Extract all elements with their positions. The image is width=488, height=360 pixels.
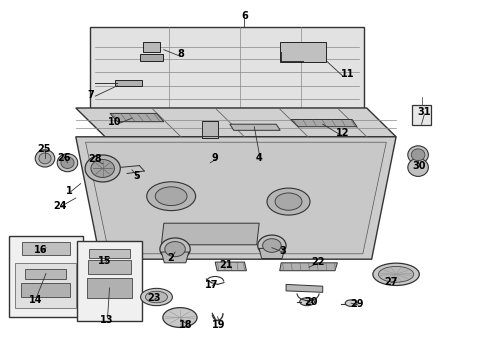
Ellipse shape <box>160 238 190 260</box>
Polygon shape <box>161 252 188 263</box>
Polygon shape <box>77 241 142 321</box>
Polygon shape <box>229 124 280 130</box>
Ellipse shape <box>141 288 172 306</box>
Text: 7: 7 <box>87 90 94 100</box>
Polygon shape <box>285 284 322 292</box>
Text: 11: 11 <box>340 69 353 79</box>
Text: 5: 5 <box>133 171 140 181</box>
Ellipse shape <box>410 149 424 161</box>
Polygon shape <box>161 223 259 245</box>
Polygon shape <box>15 263 76 308</box>
Ellipse shape <box>85 155 120 182</box>
Polygon shape <box>90 27 364 108</box>
Ellipse shape <box>61 157 74 168</box>
Text: 22: 22 <box>310 257 324 267</box>
Text: 6: 6 <box>241 11 247 21</box>
Polygon shape <box>215 262 246 271</box>
Bar <box>114 80 142 86</box>
Bar <box>89 249 130 258</box>
Bar <box>87 278 132 298</box>
Text: 25: 25 <box>37 144 51 154</box>
Ellipse shape <box>57 154 78 172</box>
Polygon shape <box>76 108 395 137</box>
Ellipse shape <box>164 242 185 257</box>
Text: 20: 20 <box>303 297 317 307</box>
Bar <box>202 121 218 138</box>
Ellipse shape <box>91 159 114 177</box>
Bar <box>411 105 430 125</box>
Text: 13: 13 <box>100 315 113 325</box>
Ellipse shape <box>262 239 281 252</box>
Text: 3: 3 <box>279 246 285 256</box>
Bar <box>24 269 66 279</box>
Text: 28: 28 <box>88 154 102 164</box>
Text: 31: 31 <box>417 107 430 117</box>
Polygon shape <box>9 236 83 317</box>
Polygon shape <box>279 263 337 271</box>
Text: 15: 15 <box>98 256 112 266</box>
Text: 21: 21 <box>219 260 232 270</box>
Ellipse shape <box>407 158 427 176</box>
Text: 1: 1 <box>66 186 73 196</box>
Text: 8: 8 <box>177 49 184 59</box>
Bar <box>88 260 131 274</box>
Ellipse shape <box>155 187 186 206</box>
Bar <box>140 54 163 61</box>
Text: 17: 17 <box>204 280 218 290</box>
Polygon shape <box>76 137 395 259</box>
Ellipse shape <box>345 300 356 306</box>
Ellipse shape <box>299 298 314 306</box>
Ellipse shape <box>146 182 195 211</box>
Text: 27: 27 <box>384 276 397 287</box>
Text: 30: 30 <box>412 161 426 171</box>
Text: 9: 9 <box>211 153 218 163</box>
Text: 14: 14 <box>28 294 42 305</box>
Polygon shape <box>290 120 356 127</box>
Polygon shape <box>259 248 284 258</box>
Text: 23: 23 <box>147 293 161 303</box>
Ellipse shape <box>378 266 413 282</box>
Text: 2: 2 <box>166 253 173 263</box>
Text: 4: 4 <box>255 153 262 163</box>
Bar <box>21 242 70 255</box>
Polygon shape <box>85 142 386 254</box>
Ellipse shape <box>163 307 197 328</box>
Ellipse shape <box>257 235 285 256</box>
Text: 16: 16 <box>34 245 47 255</box>
Ellipse shape <box>266 188 309 215</box>
Ellipse shape <box>39 153 51 164</box>
Ellipse shape <box>145 291 167 303</box>
Bar <box>21 283 70 297</box>
Text: 18: 18 <box>179 320 192 330</box>
Ellipse shape <box>35 150 55 167</box>
Text: 29: 29 <box>349 299 363 309</box>
Bar <box>142 42 160 52</box>
Bar <box>279 42 326 62</box>
Ellipse shape <box>274 193 302 210</box>
Text: 12: 12 <box>335 128 348 138</box>
Ellipse shape <box>407 146 427 164</box>
Ellipse shape <box>372 263 419 285</box>
Text: 19: 19 <box>212 320 225 330</box>
Text: 26: 26 <box>57 153 70 163</box>
Polygon shape <box>110 113 163 122</box>
Text: 24: 24 <box>53 201 66 211</box>
Text: 10: 10 <box>108 117 122 127</box>
